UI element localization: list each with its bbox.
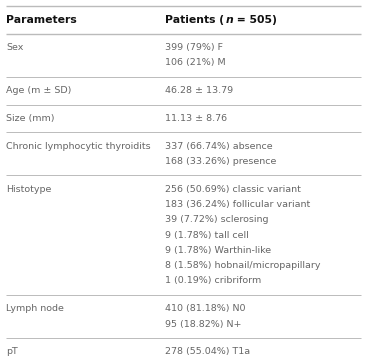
Text: 183 (36.24%) follicular variant: 183 (36.24%) follicular variant	[166, 200, 311, 209]
Text: Lymph node: Lymph node	[6, 304, 64, 313]
Text: n: n	[226, 15, 233, 25]
Text: 95 (18.82%) N+: 95 (18.82%) N+	[166, 320, 242, 329]
Text: 256 (50.69%) classic variant: 256 (50.69%) classic variant	[166, 185, 301, 194]
Text: Sex: Sex	[6, 43, 23, 52]
Text: = 505): = 505)	[233, 15, 277, 25]
Text: Age (m ± SD): Age (m ± SD)	[6, 86, 71, 95]
Text: 39 (7.72%) sclerosing: 39 (7.72%) sclerosing	[166, 215, 269, 224]
Text: 9 (1.78%) tall cell: 9 (1.78%) tall cell	[166, 231, 249, 240]
Text: Size (mm): Size (mm)	[6, 114, 55, 123]
Text: 1 (0.19%) cribriform: 1 (0.19%) cribriform	[166, 276, 262, 285]
Text: Chronic lymphocytic thyroidits: Chronic lymphocytic thyroidits	[6, 142, 150, 151]
Text: 410 (81.18%) N0: 410 (81.18%) N0	[166, 304, 246, 313]
Text: 399 (79%) F: 399 (79%) F	[166, 43, 224, 52]
Text: 106 (21%) M: 106 (21%) M	[166, 58, 226, 67]
Text: 11.13 ± 8.76: 11.13 ± 8.76	[166, 114, 228, 123]
Text: Patients (: Patients (	[166, 15, 225, 25]
Text: 8 (1.58%) hobnail/micropapillary: 8 (1.58%) hobnail/micropapillary	[166, 261, 321, 270]
Text: 9 (1.78%) Warthin-like: 9 (1.78%) Warthin-like	[166, 246, 272, 255]
Text: 337 (66.74%) absence: 337 (66.74%) absence	[166, 142, 273, 151]
Text: Parameters: Parameters	[6, 15, 77, 25]
Text: Histotype: Histotype	[6, 185, 51, 194]
Text: 168 (33.26%) presence: 168 (33.26%) presence	[166, 157, 277, 166]
Text: 278 (55.04%) T1a: 278 (55.04%) T1a	[166, 347, 251, 356]
Text: 46.28 ± 13.79: 46.28 ± 13.79	[166, 86, 234, 95]
Text: pT: pT	[6, 347, 18, 356]
